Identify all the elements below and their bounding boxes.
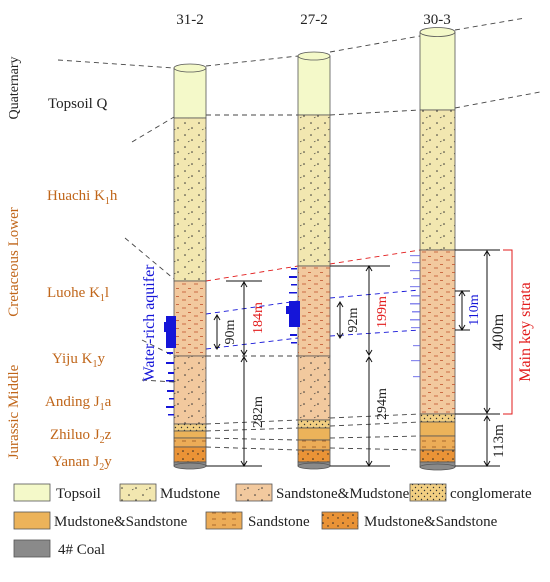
dimension-arrows — [206, 249, 500, 467]
key-strata-bracket — [503, 249, 513, 415]
formation-huachi: Huachi K1h — [47, 188, 118, 207]
legend-label-conglomerate: conglomerate — [450, 486, 532, 502]
measure-b1-aquifer: 90m — [223, 319, 238, 344]
borehole-label-3: 30-3 — [423, 12, 451, 28]
legend-item-sandstone: Sandstone — [205, 511, 310, 530]
legend-item-topsoil: Topsoil — [13, 483, 101, 502]
legend-label-sandstone-mudstone: Sandstone&Mudstone — [276, 486, 410, 502]
legend-item-mudstone-sandstone-light: Mudstone&Sandstone — [13, 511, 188, 530]
measure-b1-depth: 282m — [251, 396, 266, 428]
legend-item-mudstone-sandstone-dark: Mudstone&Sandstone — [321, 511, 498, 530]
legend-label-sandstone: Sandstone — [248, 514, 310, 530]
borehole-column-31-2 — [164, 63, 207, 470]
measure-b2-aquifer: 92m — [346, 307, 361, 332]
legend-item-mudstone: Mudstone — [119, 483, 220, 502]
formation-yiju: Yiju K1y — [52, 351, 105, 370]
measure-b1-luohe: 184m — [251, 302, 266, 334]
era-label-cretaceous: Cretaceous Lower — [6, 207, 22, 317]
borehole-column-27-2 — [286, 51, 331, 470]
measure-b2-luohe: 199m — [375, 296, 390, 328]
correlation-lines — [57, 17, 541, 451]
aquifer-boundary-lines — [205, 289, 421, 350]
era-label-jurassic: Jurassic Middle — [6, 364, 22, 459]
legend-item-sandstone-mudstone: Sandstone&Mudstone — [235, 483, 410, 502]
legend-label-topsoil: Topsoil — [56, 486, 101, 502]
key-strata-lines — [205, 249, 421, 282]
borehole-label-2: 27-2 — [300, 12, 328, 28]
legend: Topsoil Mudstone Sandstone&Mudstone cong… — [13, 483, 532, 558]
key-strata-label: Main key strata — [517, 282, 534, 382]
measure-b3-depth: 113m — [491, 424, 507, 458]
borehole-column-30-3 — [410, 27, 456, 471]
formation-zhiluo: Zhiluo J2z — [50, 427, 112, 446]
formation-luohe: Luohe K1l — [47, 285, 109, 304]
legend-label-mudstone-sandstone-light: Mudstone&Sandstone — [54, 514, 188, 530]
borehole-label-1: 31-2 — [176, 12, 204, 28]
measure-b2-depth: 294m — [375, 388, 390, 420]
legend-label-coal: 4# Coal — [58, 542, 105, 558]
measure-b3-aquifer: 110m — [467, 294, 482, 325]
formation-anding: Anding J1a — [45, 394, 112, 413]
legend-item-conglomerate: conglomerate — [409, 483, 532, 502]
legend-label-mudstone: Mudstone — [160, 486, 220, 502]
era-label-quaternary: Quaternary — [7, 57, 22, 120]
formation-topsoil: Topsoil Q — [48, 96, 108, 112]
legend-label-mudstone-sandstone-dark: Mudstone&Sandstone — [364, 514, 498, 530]
formation-yanan: Yanan J2y — [52, 454, 112, 473]
legend-item-coal: 4# Coal — [13, 539, 105, 558]
aquifer-label: Water-rich aquifer — [141, 264, 158, 382]
measure-b3-key: 400m — [490, 313, 507, 350]
